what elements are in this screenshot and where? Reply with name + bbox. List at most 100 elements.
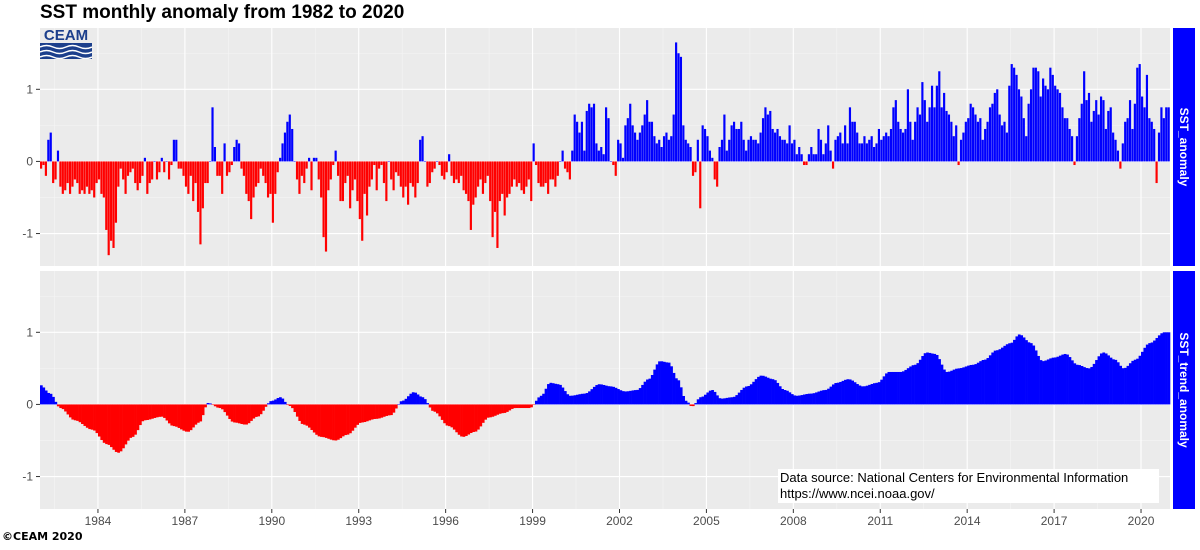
bar-2014-7 [981, 139, 984, 162]
trend-bar [846, 379, 850, 405]
trend-bar [242, 404, 246, 425]
trend-bar [271, 400, 275, 405]
trend-bar [428, 404, 432, 408]
trend-bar [580, 393, 584, 405]
bar-1990-12 [298, 161, 301, 194]
trend-bar [1027, 342, 1031, 405]
bar-1997-2 [477, 161, 480, 187]
bar-2008-11 [817, 128, 820, 162]
bar-2012-11 [933, 107, 936, 162]
y-tick-label: -1 [22, 470, 33, 484]
trend-bar [745, 386, 748, 405]
trend-bar [926, 352, 929, 405]
bar-1993-5 [368, 161, 371, 187]
bar-1999-11 [556, 161, 559, 176]
bar-1995-2 [419, 139, 422, 162]
bar-2004-8 [694, 161, 697, 173]
trend-bar [452, 404, 456, 430]
trend-bar [416, 394, 420, 405]
bar-1984-5 [107, 161, 110, 256]
trend-bar [918, 359, 922, 405]
bar-1999-5 [542, 161, 545, 187]
trend-bar [1056, 356, 1060, 405]
trend-bar [47, 392, 50, 405]
trend-bar [356, 404, 360, 425]
trend-bar [153, 404, 157, 418]
trend-bar [865, 385, 869, 405]
trend-bar [419, 396, 422, 405]
bar-2007-7 [778, 136, 782, 162]
bar-2006-1 [735, 128, 738, 162]
trend-bar [658, 361, 661, 405]
trend-bar [740, 389, 743, 405]
trend-bar [648, 378, 652, 405]
trend-bar [711, 390, 714, 405]
trend-bar [496, 404, 500, 415]
x-tick-label: 1999 [519, 514, 546, 528]
bar-1989-6 [254, 161, 258, 187]
trend-bar [308, 404, 311, 428]
bar-1996-4 [452, 161, 456, 184]
trend-bar [870, 383, 874, 405]
bar-1993-10 [380, 161, 383, 166]
data-source-box: Data source: National Centers for Enviro… [778, 469, 1159, 503]
bar-1987-12 [211, 107, 214, 162]
trend-bar [435, 404, 439, 414]
trend-bar [358, 404, 362, 423]
x-tick-label: 1996 [432, 514, 459, 528]
bar-2013-8 [955, 125, 958, 162]
trend-bar [1128, 363, 1132, 405]
trend-bar [547, 384, 550, 405]
bar-1996-5 [455, 161, 458, 180]
bar-2000-12 [588, 103, 591, 162]
bars-group [40, 42, 1170, 256]
trend-bar [131, 404, 135, 437]
trend-bar [749, 384, 753, 405]
trend-bar [585, 393, 589, 405]
bar-2001-4 [597, 150, 600, 162]
bar-2018-11 [1107, 110, 1110, 162]
bar-2013-4 [945, 110, 948, 162]
bar-2020-11 [1165, 107, 1168, 162]
bar-1990-4 [279, 157, 282, 162]
bar-1991-5 [310, 161, 313, 191]
trend-bar [209, 403, 212, 405]
trend-bar [592, 386, 596, 405]
bar-2001-5 [600, 147, 603, 162]
trend-bar [399, 401, 403, 405]
data-source-url[interactable]: https://www.ncei.noaa.gov/ [780, 486, 935, 501]
bar-1986-7 [170, 161, 173, 166]
bar-2009-10 [844, 125, 847, 162]
trend-bar [551, 383, 555, 405]
bar-1998-3 [508, 161, 511, 194]
trend-bar [930, 353, 934, 405]
bar-1998-4 [510, 161, 514, 187]
bar-2013-9 [957, 161, 960, 166]
bar-1999-7 [547, 161, 550, 194]
trend-bar [1114, 359, 1118, 405]
trend-bar [1085, 368, 1089, 405]
trend-bar [218, 404, 222, 409]
bar-1993-4 [365, 161, 369, 216]
bar-2009-1 [822, 154, 825, 162]
bar-2020-12 [1167, 107, 1170, 162]
bar-2018-2 [1085, 100, 1088, 162]
bar-2017-4 [1061, 107, 1064, 162]
trend-bar [720, 398, 724, 405]
bar-2006-8 [752, 139, 755, 162]
bar-2004-7 [691, 161, 695, 176]
bar-2014-4 [974, 114, 977, 162]
trend-bar [489, 404, 492, 418]
trend-bar [629, 390, 632, 405]
bar-2001-11 [614, 161, 617, 176]
bar-2020-4 [1148, 118, 1151, 162]
bar-2004-5 [687, 143, 690, 162]
trend-bar [887, 371, 891, 405]
bar-2006-3 [740, 121, 743, 162]
trend-bar [928, 352, 932, 405]
bar-2002-9 [638, 132, 641, 162]
bar-1992-8 [346, 161, 349, 176]
trend-bar [373, 404, 376, 419]
bar-2008-10 [815, 154, 818, 162]
trend-bar [880, 379, 883, 405]
